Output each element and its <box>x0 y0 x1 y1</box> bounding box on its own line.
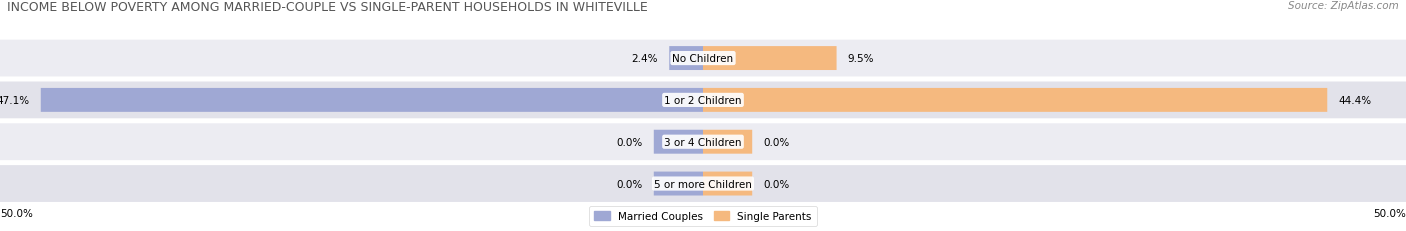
Text: 50.0%: 50.0% <box>1374 208 1406 218</box>
Text: 5 or more Children: 5 or more Children <box>654 179 752 189</box>
FancyBboxPatch shape <box>669 47 703 71</box>
FancyBboxPatch shape <box>0 82 1406 119</box>
FancyBboxPatch shape <box>41 88 703 112</box>
FancyBboxPatch shape <box>703 47 837 71</box>
Text: INCOME BELOW POVERTY AMONG MARRIED-COUPLE VS SINGLE-PARENT HOUSEHOLDS IN WHITEVI: INCOME BELOW POVERTY AMONG MARRIED-COUPL… <box>7 1 648 14</box>
FancyBboxPatch shape <box>703 130 752 154</box>
FancyBboxPatch shape <box>654 130 703 154</box>
Text: 0.0%: 0.0% <box>763 179 790 189</box>
FancyBboxPatch shape <box>703 172 752 196</box>
FancyBboxPatch shape <box>703 88 1327 112</box>
Text: 9.5%: 9.5% <box>848 54 875 64</box>
Text: 1 or 2 Children: 1 or 2 Children <box>664 95 742 105</box>
FancyBboxPatch shape <box>654 172 703 196</box>
Text: 0.0%: 0.0% <box>616 179 643 189</box>
Text: 2.4%: 2.4% <box>631 54 658 64</box>
FancyBboxPatch shape <box>0 40 1406 77</box>
Text: 3 or 4 Children: 3 or 4 Children <box>664 137 742 147</box>
Text: 47.1%: 47.1% <box>0 95 30 105</box>
Text: 0.0%: 0.0% <box>616 137 643 147</box>
FancyBboxPatch shape <box>0 124 1406 160</box>
Text: Source: ZipAtlas.com: Source: ZipAtlas.com <box>1288 1 1399 11</box>
FancyBboxPatch shape <box>0 165 1406 202</box>
Text: No Children: No Children <box>672 54 734 64</box>
Legend: Married Couples, Single Parents: Married Couples, Single Parents <box>589 206 817 226</box>
Text: 44.4%: 44.4% <box>1339 95 1372 105</box>
Text: 50.0%: 50.0% <box>0 208 32 218</box>
Text: 0.0%: 0.0% <box>763 137 790 147</box>
